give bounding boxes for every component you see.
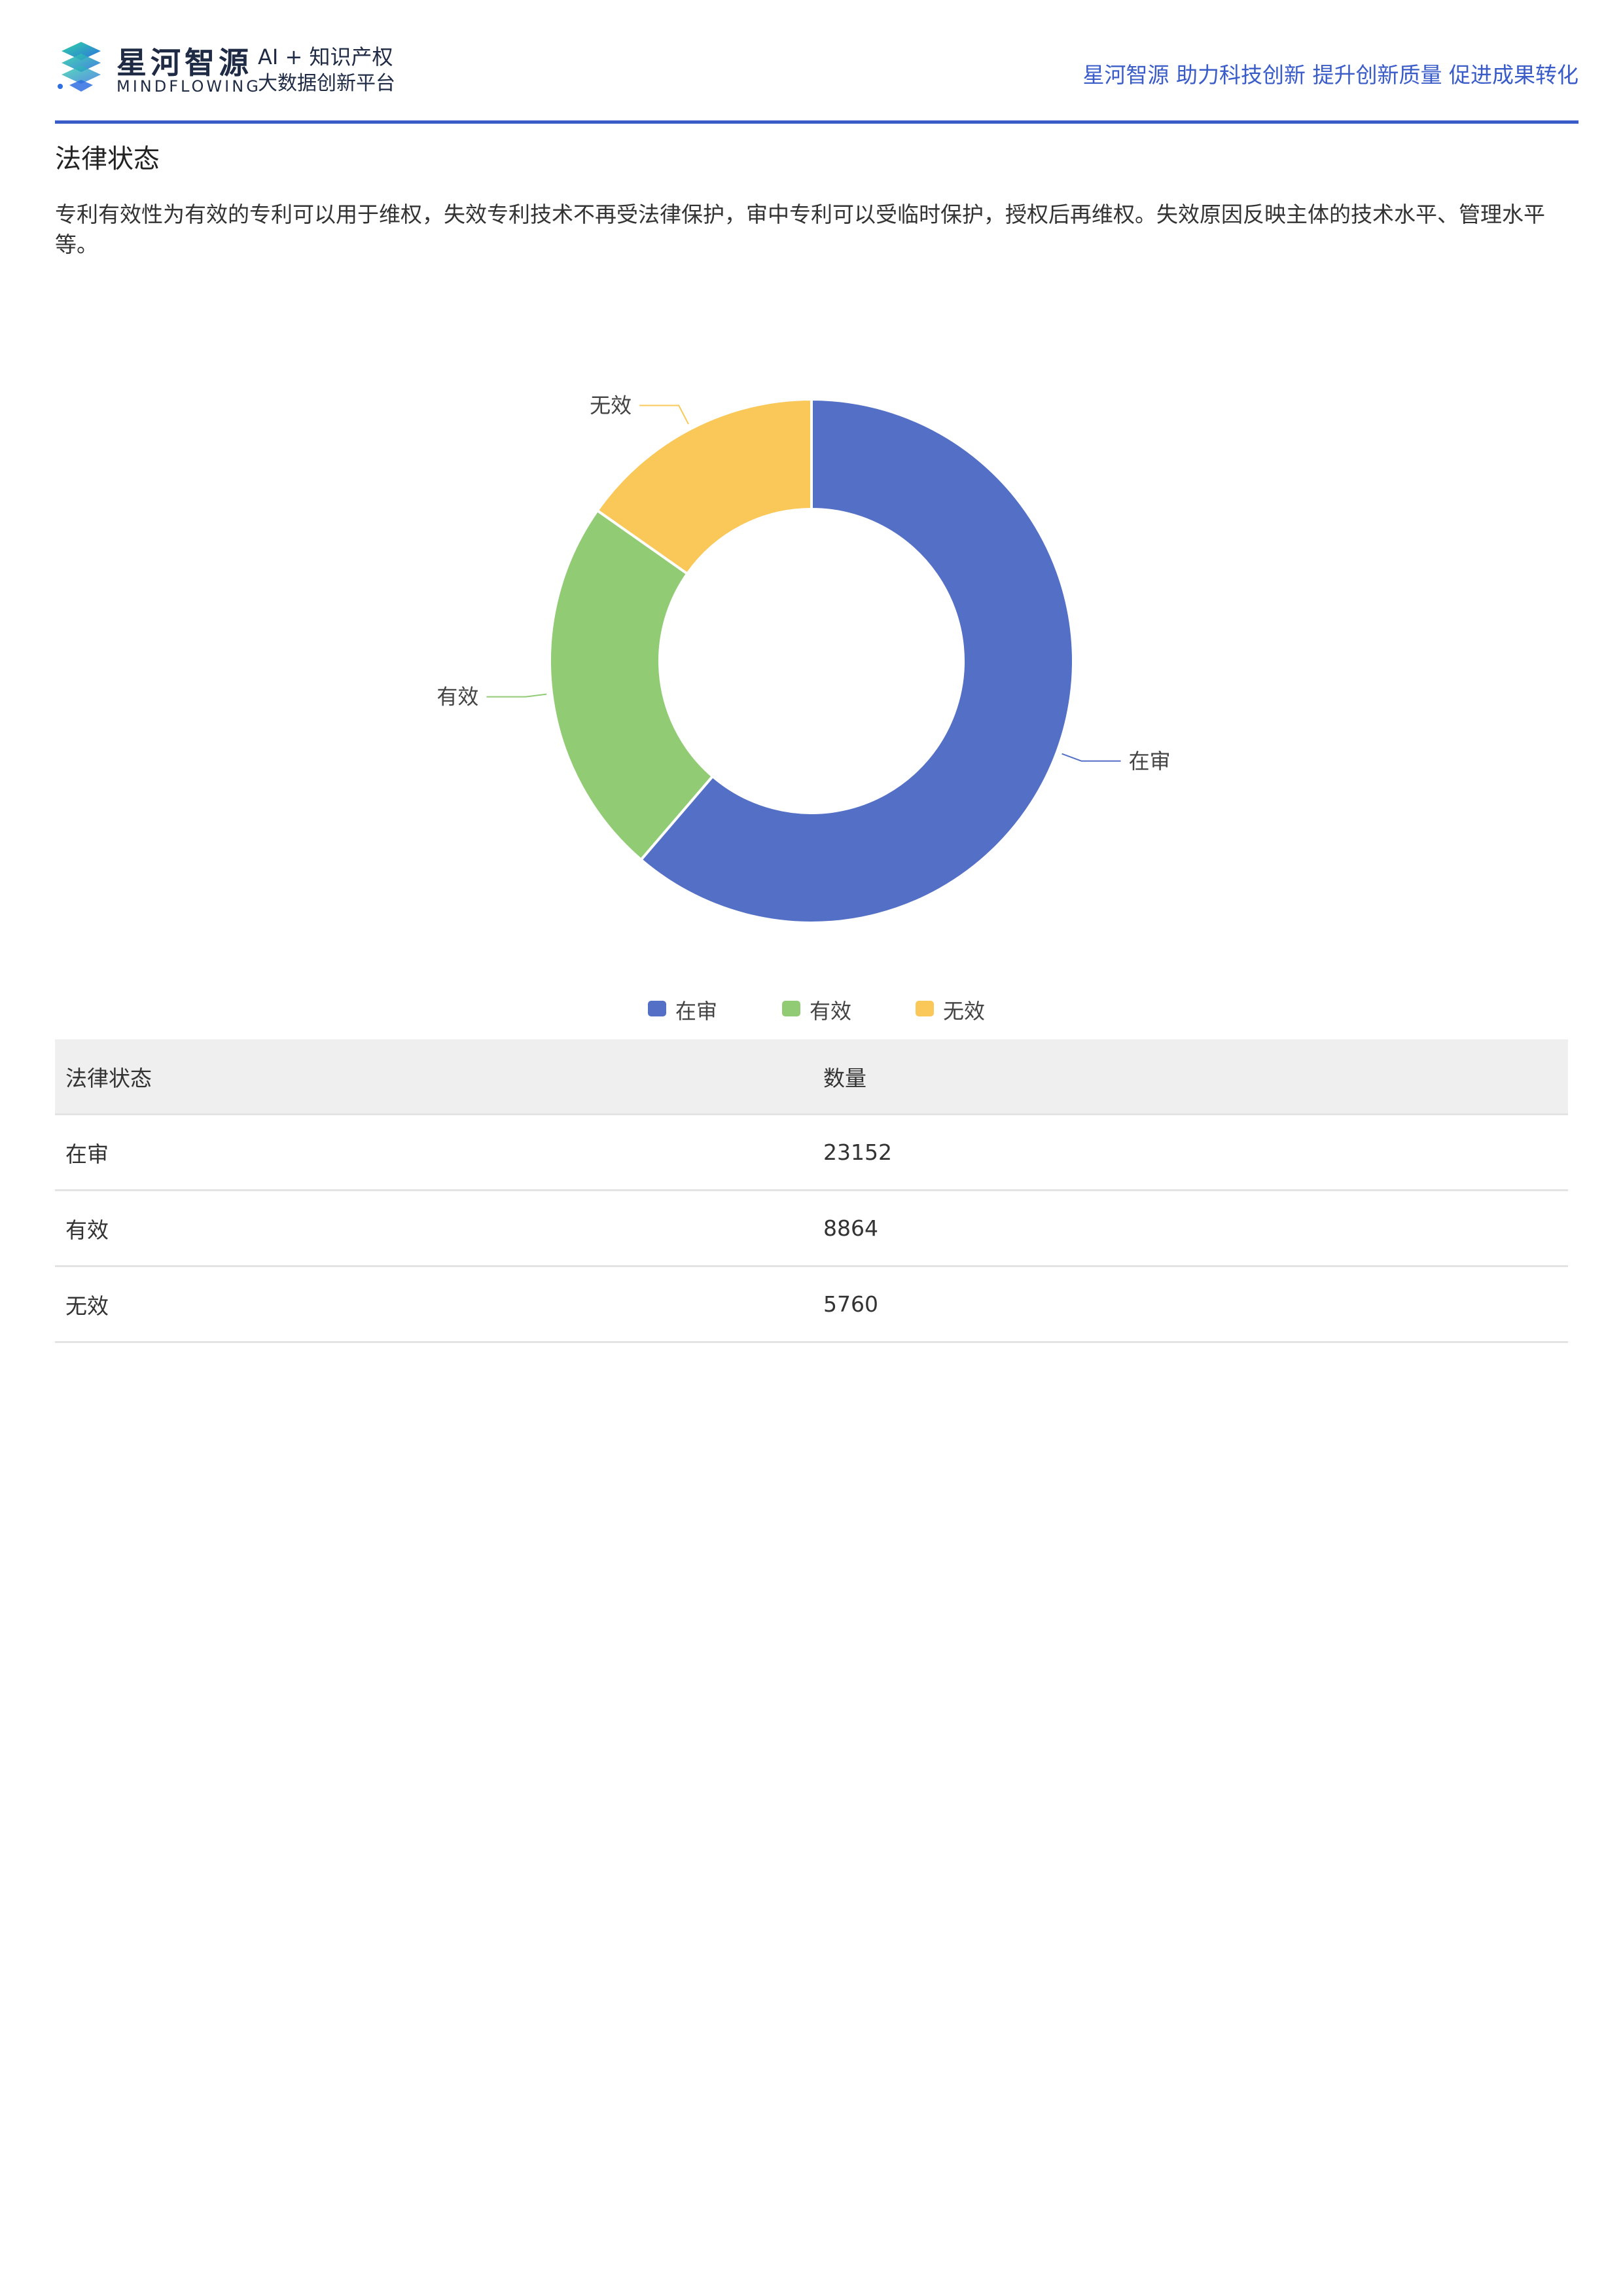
table-row: 在审 23152 [55,1114,1568,1191]
table-cell-count: 5760 [813,1266,1568,1343]
table-header-row: 法律状态 数量 [55,1039,1568,1115]
table-row: 无效 5760 [55,1266,1568,1343]
brand-tagline-secondary: 大数据创新平台 [258,72,395,95]
legend-label-valid: 有效 [810,999,852,1024]
legend-label-invalid: 无效 [943,999,986,1024]
leader-line-pending [1061,753,1121,762]
donut-slice-valid[interactable] [548,509,715,862]
header-divider [55,120,1578,124]
section-title: 法律状态 [55,144,160,174]
donut-outer-labels: 在审 有效 无效 [437,393,1170,774]
table-cell-status: 在审 [55,1114,813,1191]
donut-slice-invalid[interactable] [595,397,813,576]
legal-status-donut-chart: 在审 有效 无效 [437,393,1171,924]
stacked-diamond-logo-icon [58,42,101,92]
table-cell-count: 8864 [813,1190,1568,1267]
slice-label-invalid: 无效 [590,393,632,418]
slice-label-valid: 有效 [437,685,478,709]
chart-legend: 在审 有效 无效 [0,988,1623,1028]
report-header: 星河智源 MINDFLOWING AI + 知识产权 大数据创新平台 星河智源 … [55,38,1578,123]
brand-english-name: MINDFLOWING [116,77,261,96]
donut-slices [548,397,1075,924]
table-header-count: 数量 [813,1039,1568,1115]
legend-swatch-invalid [916,1001,934,1016]
table-header-status: 法律状态 [55,1039,813,1115]
legend-label-pending: 在审 [675,999,718,1024]
table-cell-status: 无效 [55,1266,813,1343]
brand-name: 星河智源 [116,45,253,81]
leader-line-invalid [639,404,689,425]
header-slogan: 星河智源 助力科技创新 提升创新质量 促进成果转化 [1082,62,1578,88]
section-description: 专利有效性为有效的专利可以用于维权，失效专利技术不再受法律保护，审中专利可以受临… [55,202,1545,257]
leader-line-valid [486,693,547,698]
brand-tagline-primary: AI + 知识产权 [258,45,393,69]
table-cell-count: 23152 [813,1114,1568,1191]
table-row: 有效 8864 [55,1190,1568,1267]
legend-swatch-pending [648,1001,666,1016]
legend-swatch-valid [782,1001,800,1016]
table-cell-status: 有效 [55,1190,813,1267]
donut-slice-pending[interactable] [639,397,1075,924]
donut-leader-lines [486,404,1121,762]
slice-label-pending: 在审 [1129,749,1171,774]
legal-status-table: 法律状态 数量 在审 23152 有效 8864 无效 5760 [55,1039,1568,1343]
